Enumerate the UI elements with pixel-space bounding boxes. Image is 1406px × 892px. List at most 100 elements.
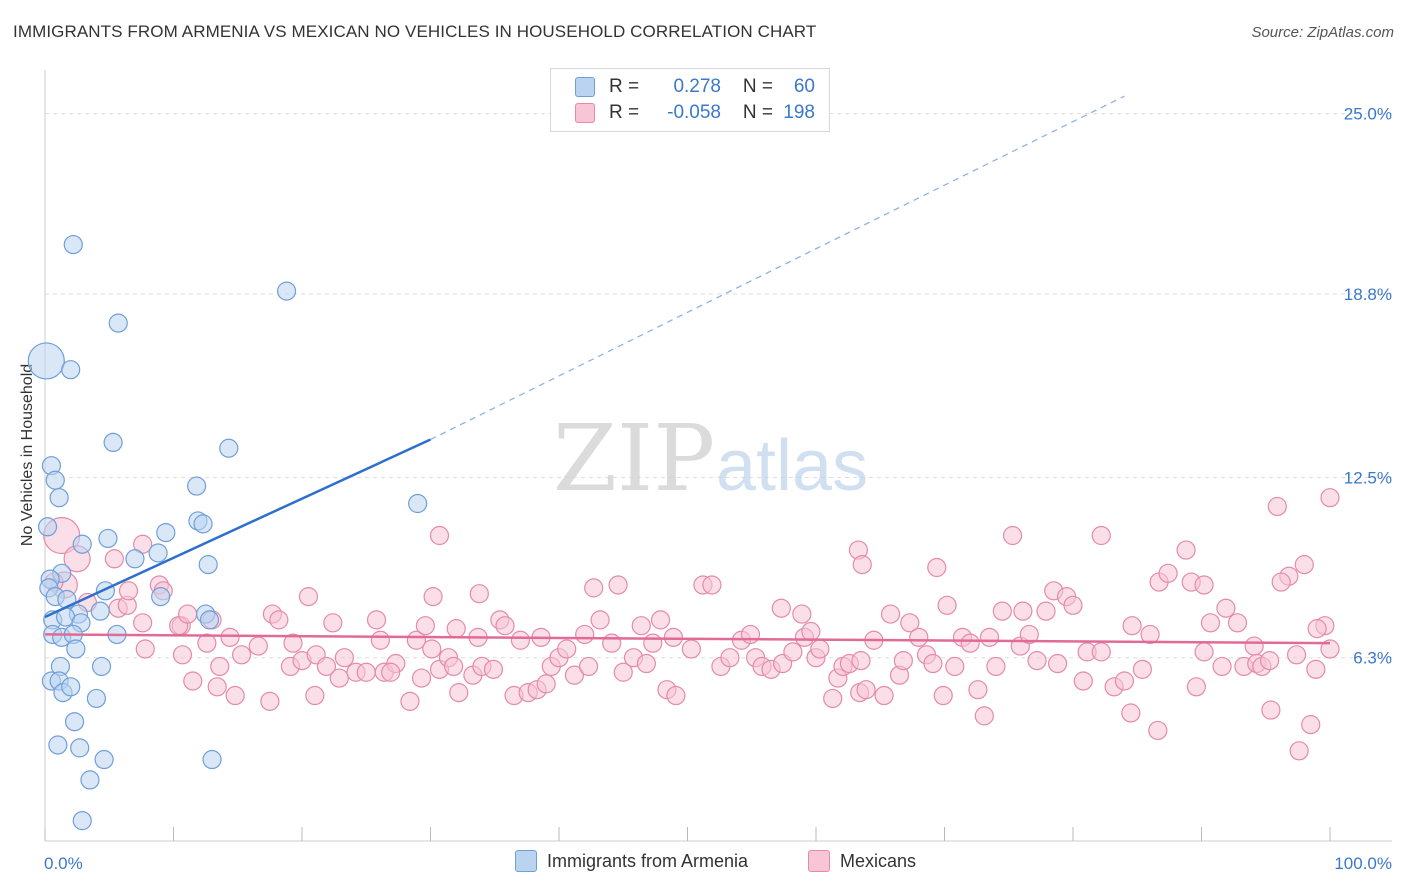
legend-label-mexicans: Mexicans [840,850,917,871]
mexican-point [1267,496,1287,517]
mexican-point [783,642,803,662]
y-tick-label: 25.0% [1344,105,1392,124]
mexican-point [740,624,761,645]
armenia-point [187,476,207,496]
mexican-point [578,656,599,677]
legend-row-mexicans: R = -0.058 N = 198 [575,101,815,125]
mexican-point [1260,651,1280,671]
mexican-point [575,624,595,645]
armenia-point [94,749,114,770]
mexican-point [536,674,556,694]
mexican-point [557,639,577,659]
mexican-point [1158,563,1178,583]
mexican-point [1200,613,1221,633]
mexican-point [323,613,343,633]
mexican-point [1294,555,1314,575]
mexican-point [1122,616,1142,636]
armenia-point [45,470,65,490]
legend-n-value: 60 [793,76,815,97]
legend-n-label: N = [742,76,773,97]
armenia-point [64,712,85,732]
mexican-point [945,656,965,677]
mexican-point [1194,642,1214,662]
mexican-point [1286,645,1307,665]
stats-legend: R = 0.278 N = 60 R = -0.058 N = 198 [550,68,830,132]
mexican-point [232,645,252,665]
mexican-point [937,595,957,615]
mexican-point [584,578,604,598]
mexican-point [1320,639,1340,659]
y-tick-label: 18.8% [1344,285,1392,304]
mexican-point [197,633,217,653]
armenia-point [193,514,213,534]
mexican-point [613,662,633,682]
mexican-point [1121,703,1141,723]
mexican-point [1073,671,1093,691]
mexican-point [1148,720,1168,741]
armenia-point [61,677,81,697]
watermark-zip: ZIP [553,405,715,512]
mexican-point [260,691,280,711]
legend-item-mexicans: Mexicans [808,850,916,872]
y-tick-label: 6.3% [1353,649,1392,668]
armenia-point [125,549,145,569]
legend-n-label: N = [742,102,773,123]
mexican-point [400,691,420,711]
armenia-point [148,543,168,563]
watermark: ZIP atlas [553,405,868,512]
armenia-point [198,555,218,575]
mexican-point [1176,540,1196,560]
mexican-point [1091,642,1111,662]
armenia-point [27,342,65,380]
mexican-point [1271,572,1291,592]
legend-row-armenia: R = 0.278 N = 60 [575,75,815,99]
armenia-point [48,735,68,755]
mexican-point [1132,659,1152,679]
source-label: Source: ZipAtlas.com [1251,24,1394,41]
mexican-point [1194,575,1214,595]
mexican-point [183,671,203,691]
armenia-point [37,517,58,537]
armenia-trend-line [44,438,432,619]
mexican-point [1227,613,1248,633]
mexican-point [429,525,450,546]
armenia-point [276,281,297,301]
mexican-point [1003,525,1023,546]
mexican-point [510,630,531,650]
x-tick-label: 0.0% [44,854,83,873]
mexican-point [225,685,245,706]
mexican-point [992,601,1012,621]
mexican-point [220,627,240,647]
mexican-trend-line [44,633,1331,645]
mexican-point [927,557,947,578]
x-tick-labels: 0.0% 100.0% [44,854,1392,873]
mexican-point [423,587,443,607]
mexican-point [681,639,701,659]
mexican-point [370,630,390,650]
mexican-point [771,598,791,618]
mexican-point [602,633,622,653]
mexican-point [356,662,376,682]
series-mexicans [43,488,1340,761]
mexican-point [608,575,628,595]
mexican-point [1036,601,1056,621]
mexican-point [1320,488,1340,508]
x-tick-label: 100.0% [1334,854,1392,873]
mexican-point [1212,656,1232,677]
mexican-point [1306,659,1326,679]
mexican-point [636,653,656,674]
mexican-point [495,616,515,636]
mexican-point [1013,601,1033,621]
mexican-point [631,616,651,636]
armenia-point [86,688,107,709]
armenia-point [49,488,69,508]
legend-r-label: R = [609,102,640,123]
armenia-point [103,432,123,453]
legend-r-label: R = [609,76,640,97]
y-tick-label: 12.5% [1344,468,1392,487]
mexican-point [852,555,872,575]
mexican-point [444,656,464,677]
mexican-point [334,648,355,668]
series-legend: Immigrants from Armenia Mexicans [0,850,1406,878]
mexican-point [298,587,319,607]
